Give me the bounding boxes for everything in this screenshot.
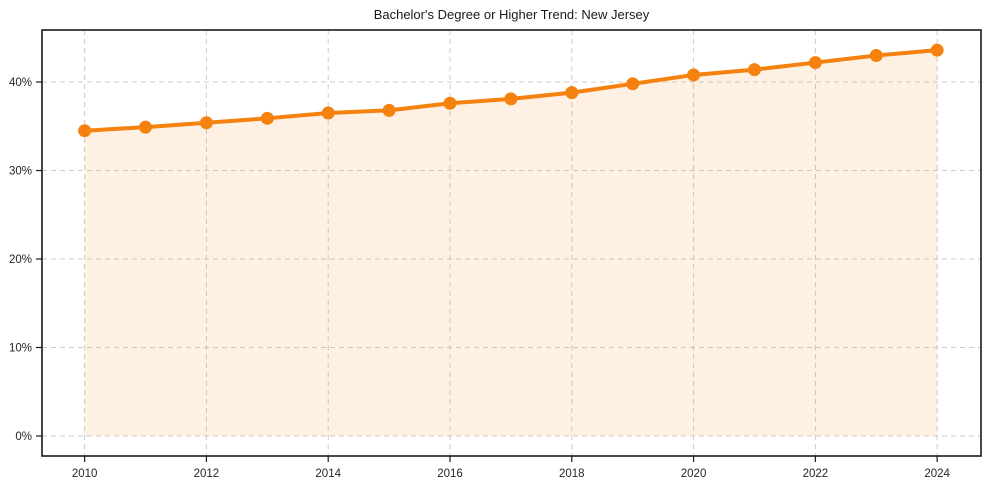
x-tick-label: 2014: [315, 468, 341, 480]
x-tick-label: 2010: [72, 468, 98, 480]
x-tick-label: 2020: [681, 468, 707, 480]
y-tick-label: 10%: [9, 343, 32, 355]
y-tick-label: 40%: [9, 77, 32, 89]
data-point-marker: [930, 43, 944, 57]
data-point-marker: [869, 48, 883, 62]
y-tick-label: 0%: [15, 431, 32, 443]
data-point-marker: [78, 124, 92, 138]
data-point-marker: [565, 86, 579, 100]
data-point-marker: [747, 63, 761, 77]
data-point-marker: [382, 103, 396, 117]
data-point-marker: [443, 96, 457, 110]
data-point-marker: [321, 106, 335, 120]
data-point-marker: [139, 120, 153, 134]
plot-border: [41, 29, 982, 457]
area-fill: [84, 50, 938, 437]
data-point-marker: [626, 77, 640, 91]
x-tick-label: 2024: [924, 468, 950, 480]
data-point-marker: [199, 116, 213, 130]
data-point-marker: [504, 92, 518, 106]
data-point-marker: [808, 56, 822, 70]
x-tick-label: 2016: [437, 468, 463, 480]
y-tick-label: 20%: [9, 254, 32, 266]
x-tick-label: 2012: [194, 468, 220, 480]
data-point-marker: [687, 68, 701, 82]
x-tick-label: 2022: [803, 468, 829, 480]
x-tick-label: 2018: [559, 468, 585, 480]
y-tick-label: 30%: [9, 166, 32, 178]
data-point-marker: [260, 111, 274, 125]
chart-title: Bachelor's Degree or Higher Trend: New J…: [373, 7, 650, 22]
